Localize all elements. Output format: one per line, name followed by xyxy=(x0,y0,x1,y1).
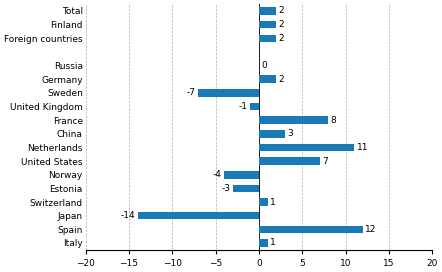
Text: 2: 2 xyxy=(279,7,284,16)
Bar xyxy=(259,7,276,15)
Bar xyxy=(259,116,328,124)
Bar xyxy=(259,225,363,233)
Text: 8: 8 xyxy=(331,116,336,125)
Bar xyxy=(224,171,259,178)
Text: 1: 1 xyxy=(270,197,276,206)
Bar xyxy=(198,89,259,97)
Bar xyxy=(259,198,267,206)
Text: 1: 1 xyxy=(270,239,276,248)
Bar xyxy=(259,144,354,151)
Text: 3: 3 xyxy=(287,129,293,138)
Bar xyxy=(250,103,259,110)
Text: -3: -3 xyxy=(221,184,230,193)
Text: 2: 2 xyxy=(279,20,284,29)
Bar xyxy=(259,130,285,138)
Text: 2: 2 xyxy=(279,75,284,84)
Text: -7: -7 xyxy=(187,88,196,97)
Bar xyxy=(233,185,259,192)
Text: 12: 12 xyxy=(366,225,377,234)
Text: -4: -4 xyxy=(213,170,221,179)
Text: 7: 7 xyxy=(322,157,328,166)
Bar xyxy=(259,35,276,42)
Text: 2: 2 xyxy=(279,34,284,43)
Bar xyxy=(259,75,276,83)
Bar xyxy=(259,239,267,247)
Text: -14: -14 xyxy=(120,211,135,220)
Text: -1: -1 xyxy=(239,102,248,111)
Bar xyxy=(259,21,276,28)
Bar xyxy=(259,157,320,165)
Text: 0: 0 xyxy=(262,61,267,70)
Bar xyxy=(137,212,259,220)
Text: 11: 11 xyxy=(357,143,368,152)
